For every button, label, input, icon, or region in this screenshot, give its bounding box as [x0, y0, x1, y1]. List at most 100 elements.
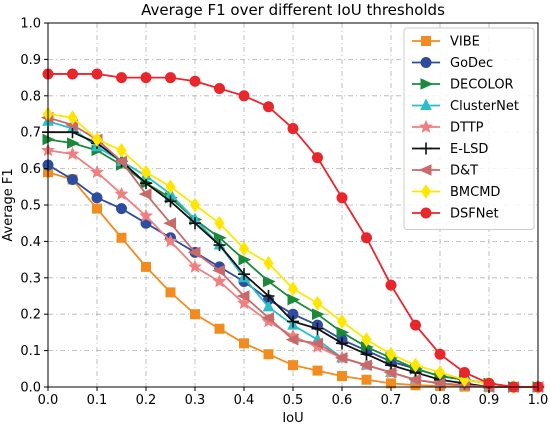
legend-marker — [419, 119, 433, 133]
data-point — [116, 203, 127, 215]
data-point — [92, 203, 102, 214]
data-point — [139, 208, 153, 222]
data-point — [90, 164, 104, 179]
data-point — [114, 155, 127, 168]
data-point — [91, 132, 103, 147]
data-point — [287, 123, 299, 135]
x-tick-label: 0.8 — [430, 393, 451, 408]
data-point — [360, 348, 373, 361]
x-tick-label: 0.1 — [87, 393, 108, 408]
legend-label: DTTP — [450, 121, 484, 136]
data-point — [214, 215, 225, 231]
legend-marker — [420, 184, 432, 199]
data-point — [165, 179, 176, 195]
data-point — [187, 246, 201, 259]
data-point — [141, 261, 151, 272]
x-tick-label: 0.0 — [38, 393, 59, 408]
data-point — [361, 232, 372, 244]
data-point — [262, 299, 275, 312]
data-point — [312, 308, 325, 320]
data-point — [410, 357, 421, 373]
y-tick-label: 0.9 — [20, 53, 41, 68]
legend-item: DECOLOR — [412, 78, 514, 93]
legend-label: D&T — [450, 164, 478, 179]
data-point — [91, 192, 103, 204]
x-tick-label: 0.2 — [136, 393, 157, 408]
x-tick-label: 0.3 — [185, 393, 206, 408]
data-point — [214, 83, 225, 95]
x-tick-label: 0.7 — [381, 393, 402, 408]
data-point — [288, 360, 298, 371]
data-point — [312, 295, 323, 311]
data-point — [140, 164, 152, 180]
data-point — [67, 68, 78, 80]
data-point — [236, 290, 250, 302]
legend-label: ClusterNet — [450, 99, 519, 114]
data-point — [163, 234, 178, 248]
y-tick-label: 0.8 — [20, 89, 41, 104]
x-tick-label: 0.4 — [234, 393, 255, 408]
x-tick-label: 0.9 — [479, 393, 500, 408]
axis-ticks: 0.0 0.1 0.2 0.3 0.4 0.5 0.6 0.7 0.8 0.9 1.0 0.0 0.1 0… — [20, 17, 548, 409]
data-point — [312, 365, 323, 376]
data-point — [212, 274, 227, 288]
data-point — [361, 374, 372, 385]
series-vibe — [43, 167, 543, 392]
data-point — [459, 366, 470, 378]
y-tick-label: 0.5 — [20, 199, 41, 214]
data-point — [408, 373, 421, 386]
data-point — [336, 326, 350, 339]
data-point — [287, 315, 299, 328]
y-tick-label: 0.2 — [20, 308, 41, 323]
legend-marker — [420, 78, 434, 90]
legend-label: VIBE — [450, 35, 480, 50]
data-point — [138, 188, 152, 200]
data-point — [189, 75, 201, 87]
data-point — [165, 72, 176, 84]
legend-item: D&T — [412, 164, 478, 179]
data-point — [239, 338, 249, 349]
data-point — [67, 137, 80, 149]
data-point — [237, 295, 251, 310]
data-point — [164, 195, 177, 208]
data-point — [312, 152, 323, 164]
data-point — [263, 349, 274, 360]
data-point — [285, 333, 299, 346]
y-tick-label: 0.4 — [20, 235, 41, 250]
data-point — [116, 232, 127, 243]
x-tick-label: 0.6 — [332, 393, 353, 408]
data-point — [336, 314, 348, 329]
legend-marker — [421, 36, 431, 46]
x-tick-label: 1.0 — [528, 393, 549, 408]
data-point — [67, 110, 78, 126]
chart-title: Average F1 over different IoU thresholds — [141, 1, 445, 19]
data-point — [263, 101, 274, 113]
data-point — [66, 126, 79, 139]
y-tick-label: 0.6 — [20, 162, 41, 177]
data-point — [263, 255, 274, 271]
y-tick-label: 0.7 — [20, 126, 41, 141]
data-point — [114, 186, 129, 200]
legend-item: GoDec — [412, 56, 493, 71]
data-point — [238, 253, 252, 266]
data-point — [212, 264, 225, 277]
data-point — [336, 337, 348, 350]
y-tick-label: 0.3 — [20, 271, 41, 286]
legend-label: E-LSD — [450, 142, 488, 157]
data-point — [311, 322, 324, 335]
legend-item: BMCMD — [412, 184, 500, 200]
data-point — [91, 68, 103, 80]
data-point — [140, 72, 152, 84]
legend-marker — [418, 164, 432, 176]
legend-label: DSFNet — [450, 207, 499, 222]
legend-label: GoDec — [450, 56, 493, 71]
data-point — [287, 293, 301, 306]
data-point — [213, 239, 226, 252]
legend-marker — [420, 207, 432, 219]
legend-box — [403, 27, 535, 230]
data-point — [385, 346, 397, 362]
data-point — [238, 241, 250, 257]
data-point — [261, 312, 274, 324]
legend-marker — [420, 98, 432, 110]
data-point — [361, 332, 372, 348]
